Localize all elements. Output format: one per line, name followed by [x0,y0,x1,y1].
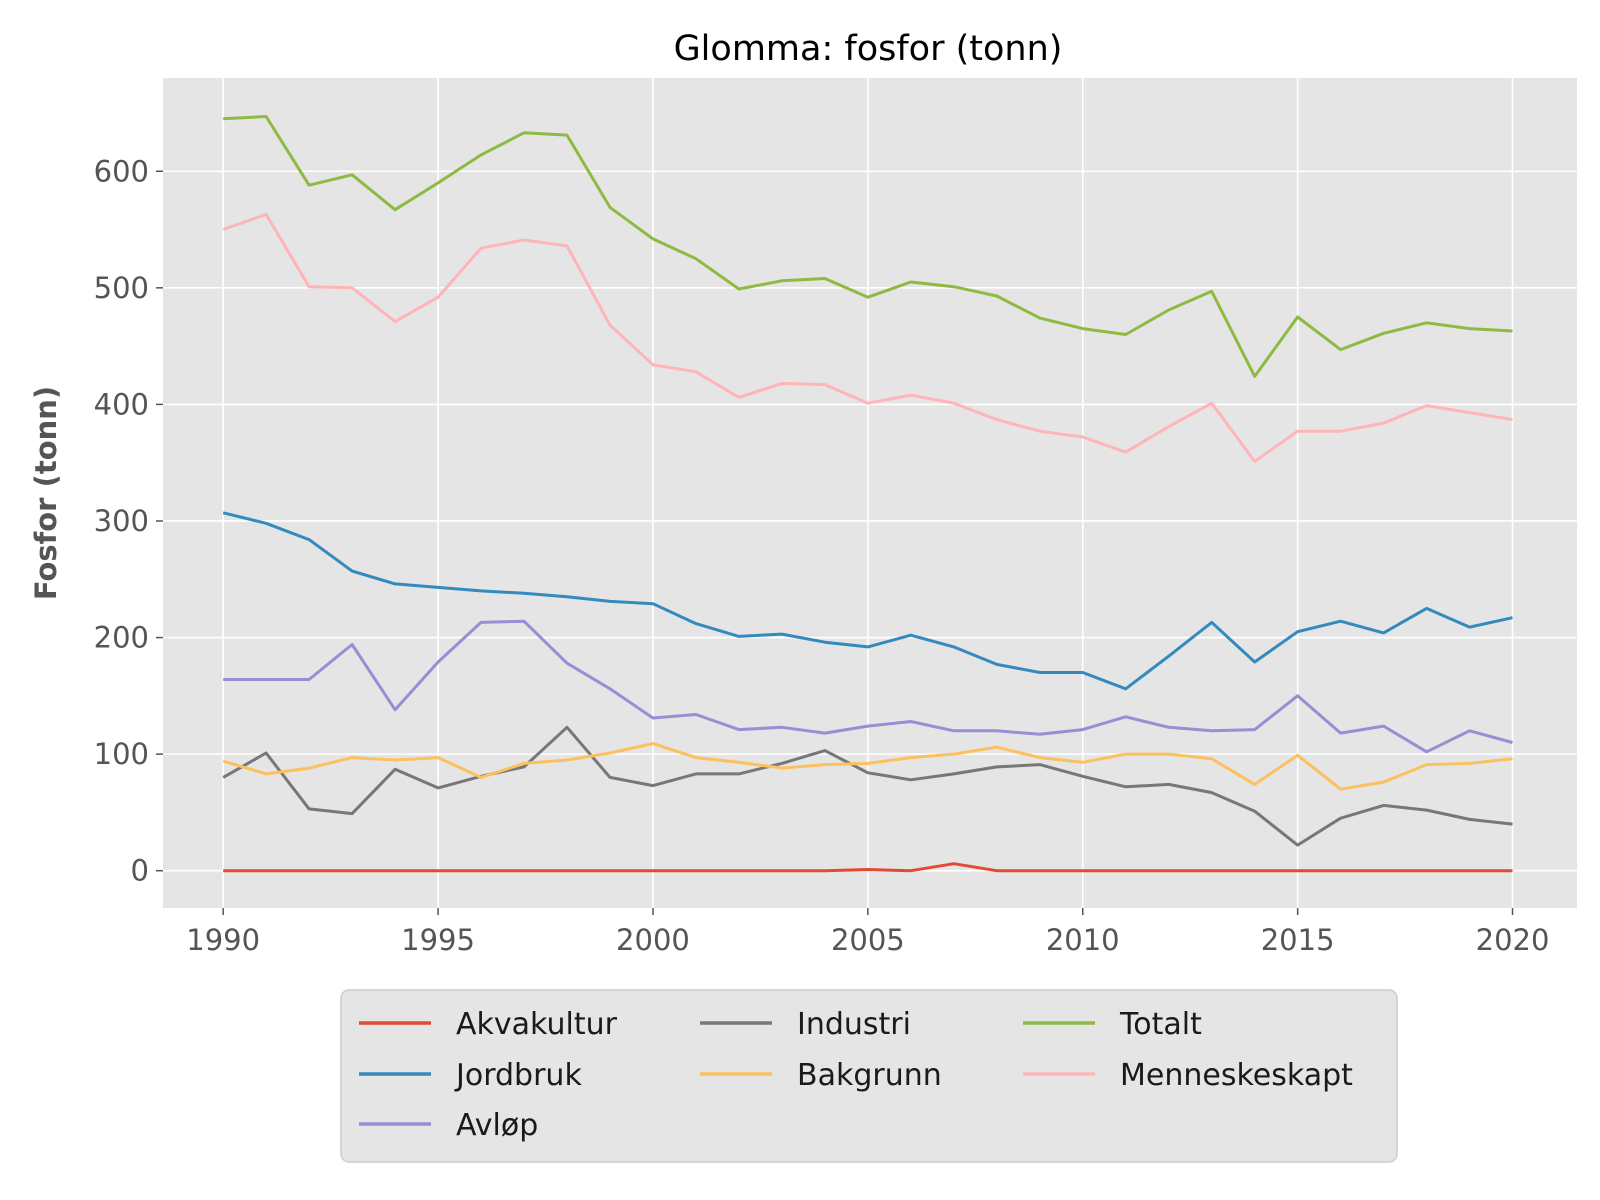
legend-label: Jordbruk [454,1058,582,1093]
x-tick-label: 1990 [186,923,260,957]
legend-item-industri: Industri [700,1007,911,1042]
legend-label: Menneskeskapt [1120,1058,1353,1093]
series-line-industri [222,725,1513,847]
y-tick-label: 600 [94,154,149,188]
legend-label: Totalt [1119,1007,1202,1042]
legend-label: Akvakultur [456,1007,618,1042]
x-tick-label: 2010 [1046,923,1120,957]
legend-item-avlop: Avløp [359,1108,538,1143]
plot-area [163,78,1577,908]
chart-title: Glomma: fosfor (tonn) [674,29,1063,69]
y-tick-label: 400 [94,387,149,421]
x-tick-label: 2000 [616,923,690,957]
x-tick-label: 2005 [831,923,905,957]
y-tick-label: 0 [131,854,149,888]
legend-item-menneskeskapt: Menneskeskapt [1023,1058,1353,1093]
legend-item-jordbruk: Jordbruk [359,1058,582,1093]
series-line-jordbruk [222,511,1513,691]
x-tick-label: 2020 [1476,923,1550,957]
legend-label: Bakgrunn [797,1058,942,1093]
series-line-akvakultur [223,862,1513,873]
legend-item-totalt: Totalt [1023,1007,1202,1042]
x-tick-label: 2015 [1261,923,1335,957]
legend-item-akvakultur: Akvakultur [359,1007,618,1042]
x-tick-label: 1995 [401,923,475,957]
series-lines [222,115,1513,873]
y-tick-label: 300 [94,504,149,538]
y-tick-label: 200 [94,621,149,655]
legend-box [340,989,1398,1163]
y-tick-label: 100 [94,737,149,771]
series-line-menneskeskapt [222,212,1513,463]
y-axis-label: Fosfor (tonn) [29,386,63,600]
y-axis: 0 100 200 300 400 500 600 [94,154,163,888]
legend-item-bakgrunn: Bakgrunn [700,1058,942,1093]
y-tick-label: 500 [94,271,149,305]
legend-label: Industri [797,1007,911,1042]
series-line-avlop [223,619,1513,754]
legend-label: Avløp [456,1108,538,1143]
x-axis: 1990 1995 2000 2005 2010 2015 2020 [186,908,1549,957]
legend: Akvakultur Jordbruk Avløp Industri Bakgrunn T… [340,989,1398,1163]
series-line-totalt [223,115,1513,378]
series-line-bakgrunn [222,742,1513,791]
